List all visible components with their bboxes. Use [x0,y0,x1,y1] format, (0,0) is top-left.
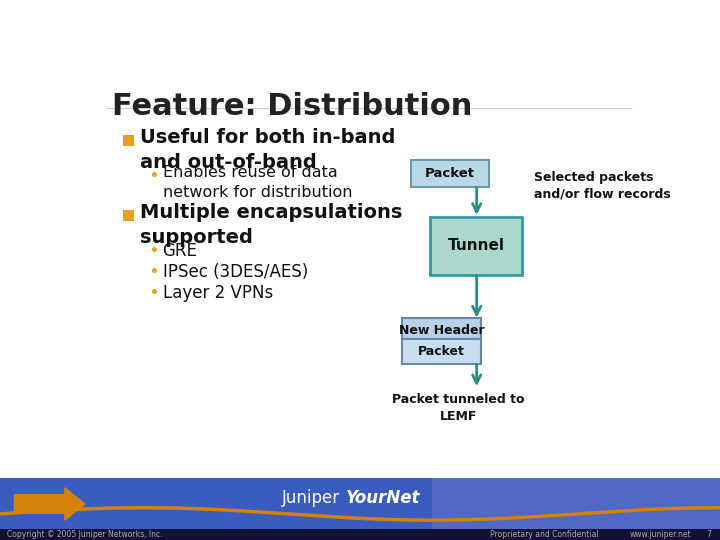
Text: Multiple encapsulations
supported: Multiple encapsulations supported [140,203,402,247]
FancyBboxPatch shape [431,217,523,275]
Text: Proprietary and Confidential: Proprietary and Confidential [490,530,598,539]
Bar [432,478,720,529]
Text: YourNet: YourNet [346,489,420,507]
Bar [0,478,720,529]
Text: •: • [148,167,159,185]
FancyBboxPatch shape [402,319,481,343]
Text: •: • [148,242,159,260]
Text: Packet tunneled to
LEMF: Packet tunneled to LEMF [392,393,525,423]
Text: Juniper: Juniper [282,489,346,507]
Text: ▪: ▪ [121,204,136,224]
FancyArrow shape [14,488,85,520]
Text: Tunnel: Tunnel [448,238,505,253]
Text: •: • [148,263,159,281]
Text: Packet: Packet [418,345,465,358]
Text: Selected packets
and/or flow records: Selected packets and/or flow records [534,171,670,201]
Bar [0,529,720,540]
FancyBboxPatch shape [411,160,489,187]
Text: Feature: Distribution: Feature: Distribution [112,92,473,121]
Text: Copyright © 2005 Juniper Networks, Inc.: Copyright © 2005 Juniper Networks, Inc. [7,530,163,539]
Text: www.juniper.net: www.juniper.net [630,530,692,539]
Text: GRE: GRE [163,242,197,260]
Text: ▪: ▪ [121,129,136,149]
Text: IPSec (3DES/AES): IPSec (3DES/AES) [163,263,307,281]
Text: New Header: New Header [399,325,485,338]
Text: 7: 7 [706,530,711,539]
Text: Layer 2 VPNs: Layer 2 VPNs [163,284,273,301]
Text: Packet: Packet [425,167,475,180]
Text: Useful for both in-band
and out-of-band: Useful for both in-band and out-of-band [140,129,395,172]
Text: •: • [148,284,159,301]
FancyBboxPatch shape [402,339,481,364]
Text: Enables reuse of data
network for distribution: Enables reuse of data network for distri… [163,165,352,200]
